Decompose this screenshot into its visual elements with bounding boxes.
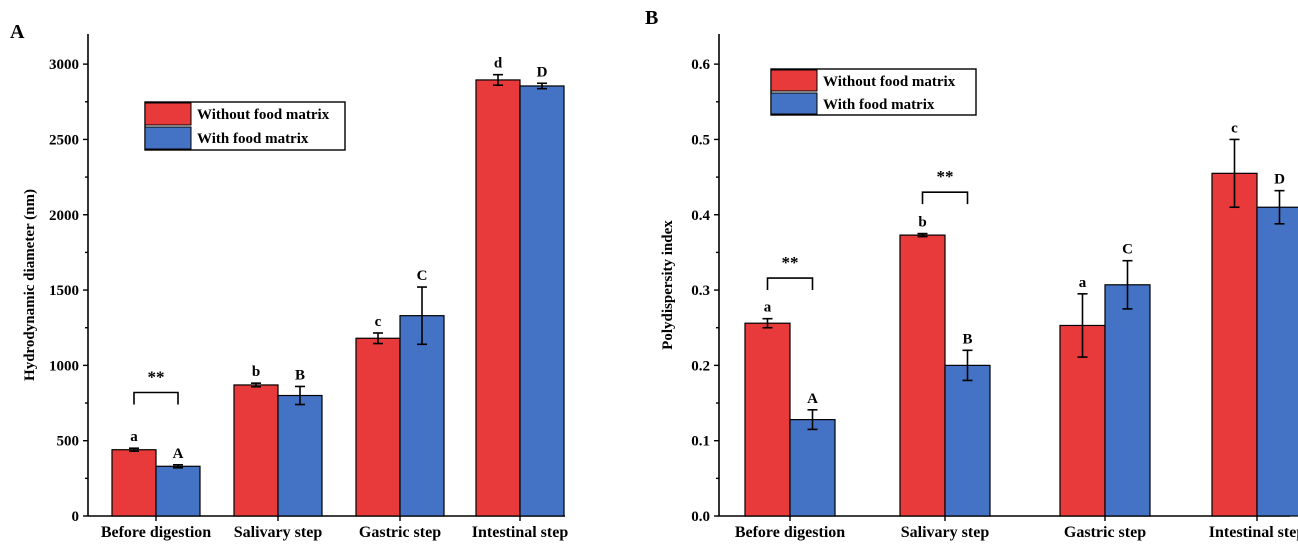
significance-letter: b — [252, 364, 260, 380]
significance-stars: ** — [937, 167, 954, 186]
significance-letter: a — [130, 429, 138, 445]
y-axis-title: Hydrodynamic diameter (nm) — [22, 189, 38, 381]
panel-b-chart: B 0.0 0.1 0.2 0.3 0.4 0.5 0.6 Polydispersity ind… — [645, 7, 1298, 541]
significance-letter: a — [1079, 275, 1087, 291]
x-tick-label: Gastric step — [359, 524, 441, 541]
legend-label: With food matrix — [823, 97, 935, 113]
y-tick-label: 1500 — [49, 283, 79, 299]
bar — [399, 315, 445, 517]
y-tick-label: 0.0 — [691, 509, 710, 525]
legend-label: Without food matrix — [823, 74, 956, 90]
bar — [1104, 284, 1151, 517]
panel-label: B — [645, 7, 658, 29]
bar — [355, 337, 401, 517]
bar — [519, 85, 565, 517]
significance-letter: C — [1122, 242, 1133, 258]
bar — [944, 364, 991, 517]
x-tick-label: Before digestion — [101, 524, 211, 541]
y-tick-label: 0 — [72, 509, 80, 525]
y-tick-label: 0.2 — [691, 358, 710, 374]
legend-swatch — [144, 126, 192, 150]
legend-swatch — [770, 69, 818, 92]
panel-a-chart: A 0 500 1000 1500 2000 2500 3000 Hydrodynamic di… — [10, 21, 568, 541]
significance-letter: D — [537, 64, 548, 80]
bar — [277, 394, 323, 517]
bar — [1211, 172, 1258, 517]
bar — [789, 419, 836, 517]
legend-label: With food matrix — [197, 131, 309, 147]
significance-letter: C — [417, 268, 428, 284]
bar — [899, 234, 946, 517]
bar — [233, 384, 279, 517]
significance-letter: c — [1231, 120, 1238, 136]
x-tick-label: Before digestion — [735, 524, 845, 541]
y-tick-label: 0.1 — [691, 434, 710, 450]
significance-bracket — [766, 277, 814, 291]
significance-letter: A — [807, 391, 818, 407]
y-tick-label: 2500 — [49, 132, 79, 148]
significance-letter: A — [173, 446, 184, 462]
y-tick-label: 0.6 — [691, 57, 710, 73]
significance-letter: B — [295, 367, 305, 383]
bar — [744, 322, 791, 517]
significance-bracket — [921, 191, 969, 205]
panel-label: A — [10, 21, 25, 43]
significance-stars: ** — [148, 367, 165, 386]
legend: Without food matrix With food matrix — [770, 68, 977, 116]
significance-bracket — [133, 391, 179, 405]
significance-letter: c — [375, 314, 382, 330]
bar — [1256, 206, 1298, 517]
y-tick-label: 0.5 — [691, 132, 710, 148]
significance-stars: ** — [782, 253, 799, 272]
x-tick-label: Intestinal step — [472, 524, 569, 541]
y-tick-label: 500 — [57, 434, 80, 450]
y-tick-label: 0.4 — [691, 208, 710, 224]
significance-letter: b — [918, 215, 926, 231]
legend: Without food matrix With food matrix — [144, 101, 346, 151]
significance-letter: d — [494, 56, 503, 72]
significance-letter: a — [764, 300, 772, 316]
bar — [475, 79, 521, 517]
x-tick-label: Salivary step — [901, 524, 990, 541]
legend-label: Without food matrix — [197, 107, 330, 123]
legend-swatch — [770, 92, 818, 115]
legend-swatch — [144, 102, 192, 126]
y-tick-label: 2000 — [49, 208, 79, 224]
x-tick-label: Salivary step — [234, 524, 323, 541]
y-tick-label: 0.3 — [691, 283, 710, 299]
y-axis-title: Polydispersity index — [660, 220, 676, 350]
y-tick-label: 3000 — [49, 57, 79, 73]
y-tick-label: 1000 — [49, 358, 79, 374]
bar — [155, 465, 201, 517]
x-tick-label: Gastric step — [1064, 524, 1146, 541]
x-tick-label: Intestinal step — [1209, 524, 1298, 541]
significance-letter: B — [962, 331, 972, 347]
significance-letter: D — [1274, 172, 1285, 188]
bar — [111, 449, 157, 517]
